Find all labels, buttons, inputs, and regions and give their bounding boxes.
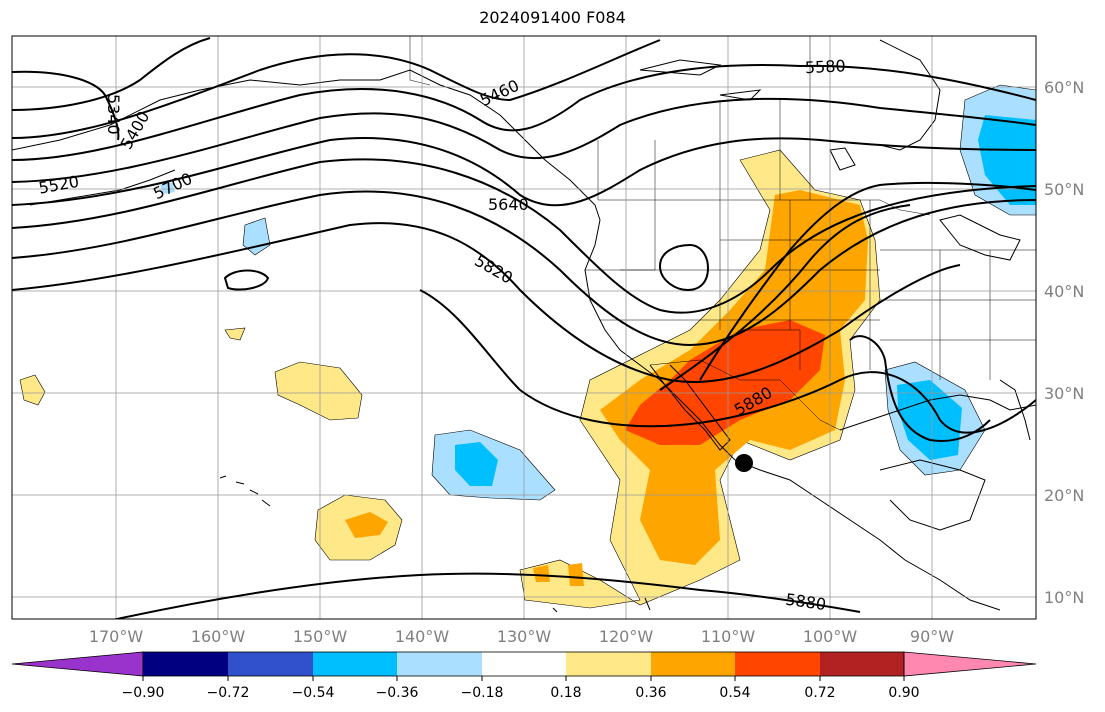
colorbar-tick: −0.36 [376, 685, 419, 701]
contour-closed-high [223, 269, 270, 291]
colorbar-tick: 0.18 [550, 685, 581, 701]
us-mexico-border [649, 359, 841, 431]
positive-patch [345, 512, 388, 538]
colorbar-tick: 0.36 [635, 685, 666, 701]
hudson-bay [879, 39, 941, 151]
alaska-canada-border [409, 36, 431, 86]
colorbar-extend-high [903, 651, 1037, 677]
colorbar: −0.90 −0.72 −0.54 −0.36 −0.18 0.18 0.36 … [11, 651, 1037, 701]
contour-5580 [12, 97, 1036, 183]
contour-5760 [12, 190, 1036, 347]
colorbar-extend-low [11, 651, 144, 677]
colorbar-tick: −0.72 [207, 685, 250, 701]
contour-closed-low [658, 243, 710, 292]
florida [999, 379, 1031, 441]
colorbar-tick: 0.72 [804, 685, 835, 701]
anomaly-shading [19, 84, 1036, 609]
colorbar-segment [566, 652, 651, 676]
map-frame [11, 35, 1037, 620]
contour-label: 5640 [488, 195, 529, 214]
coastlines [12, 39, 1036, 613]
colorbar-segment [735, 652, 820, 676]
contour-label: 5340 [104, 94, 123, 135]
negative-anomaly-light [160, 182, 175, 194]
contour-label: 5580 [804, 56, 846, 77]
contour-5820 [12, 222, 961, 383]
colorbar-segment [143, 652, 228, 676]
negative-anomaly-medium [455, 442, 498, 486]
contour-label: 5460 [477, 76, 522, 110]
contour-ridge-axis [659, 204, 911, 391]
positive-patch [224, 327, 246, 341]
revillagigedo [552, 597, 651, 613]
great-lakes [939, 214, 1021, 261]
colorbar-outline [142, 651, 905, 677]
contour-label: 5880 [784, 590, 827, 614]
lat-labels: 60°N 50°N 40°N 30°N 20°N 10°N [1044, 78, 1084, 607]
colorbar-tick: −0.18 [461, 685, 504, 701]
contour-5640 [12, 137, 1036, 207]
lon-label: 160°W [191, 627, 246, 646]
storm-center-dot [735, 454, 753, 472]
lat-label: 40°N [1044, 282, 1084, 301]
contour-5520 [12, 64, 1036, 161]
colorbar-segment [820, 652, 904, 676]
lon-labels: 170°W 160°W 150°W 140°W 130°W 120°W 110°… [89, 627, 954, 646]
alaska-coast [12, 69, 601, 221]
contour-north-branch [699, 181, 1036, 381]
colorbar-segment [397, 652, 482, 676]
canada-provinces [597, 36, 811, 200]
lon-label: 120°W [599, 627, 654, 646]
lon-label: 100°W [803, 627, 858, 646]
colorbar-segment [651, 652, 735, 676]
lon-label: 170°W [89, 627, 144, 646]
colorbar-tick: 0.90 [888, 685, 919, 701]
contour-5340 [12, 70, 120, 141]
contour-label: 5820 [471, 251, 516, 288]
colorbar-tick: 0.54 [719, 685, 750, 701]
lon-label: 90°W [910, 627, 954, 646]
contour-5700 [12, 158, 1036, 314]
lat-label: 50°N [1044, 180, 1084, 199]
contour-5460 [12, 39, 661, 139]
graticule [12, 36, 1036, 619]
lat-label: 10°N [1044, 588, 1084, 607]
colorbar-segment [313, 652, 397, 676]
lat-label: 20°N [1044, 486, 1084, 505]
lon-label: 110°W [701, 627, 756, 646]
hawaii [219, 475, 271, 507]
lat-label: 30°N [1044, 384, 1084, 403]
gulf-coast [839, 394, 1036, 431]
negative-anomaly-medium [978, 115, 1036, 205]
lon-label: 130°W [497, 627, 552, 646]
contour-5880-main [419, 289, 1036, 434]
height-contours [12, 37, 1036, 619]
map-title: 2024091400 F084 [479, 8, 626, 27]
lon-label: 140°W [395, 627, 450, 646]
contour-label: 5520 [37, 172, 80, 198]
positive-patch [274, 361, 363, 421]
baja-peninsula [649, 364, 731, 451]
contour-5400 [12, 37, 211, 111]
colorbar-tick: −0.90 [122, 685, 165, 701]
west-coast [584, 219, 1001, 611]
colorbar-segment [228, 652, 313, 676]
positive-patch [533, 565, 550, 582]
colorbar-tick: −0.54 [292, 685, 335, 701]
contour-5880-south [112, 572, 861, 619]
contour-label: 5700 [150, 169, 195, 203]
lon-label: 150°W [293, 627, 348, 646]
positive-anomaly-strong [625, 320, 825, 445]
positive-patch [568, 563, 584, 586]
arctic-islands [639, 59, 856, 171]
contour-loop-east [849, 335, 991, 442]
positive-patch [19, 374, 46, 406]
lat-label: 60°N [1044, 78, 1084, 97]
colorbar-segment [482, 652, 566, 676]
yucatan [879, 459, 986, 531]
